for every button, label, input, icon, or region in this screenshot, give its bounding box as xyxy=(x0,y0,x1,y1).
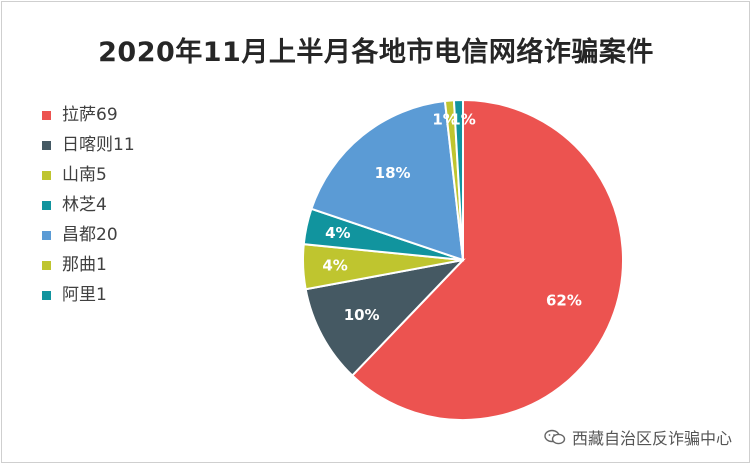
legend-swatch xyxy=(42,171,51,180)
legend-swatch xyxy=(42,111,51,120)
pie-slice-6 xyxy=(452,98,464,261)
legend-label: 那曲1 xyxy=(62,255,107,275)
chart-title: 2020年11月上半月各地市电信网络诈骗案件 xyxy=(98,37,654,68)
pie-slice-0 xyxy=(350,98,624,421)
pie-slice-4 xyxy=(310,99,465,262)
slice-label-1: 10% xyxy=(344,306,380,324)
slice-label-3: 4% xyxy=(325,224,350,242)
slice-label-2: 4% xyxy=(322,256,347,274)
legend-swatch xyxy=(42,261,51,270)
legend-label: 林芝4 xyxy=(62,195,107,215)
slice-label-0: 62% xyxy=(546,292,582,310)
legend-swatch xyxy=(42,231,51,240)
legend-label: 阿里1 xyxy=(62,285,107,305)
watermark: 西藏自治区反诈骗中心 xyxy=(544,425,732,449)
watermark-text: 西藏自治区反诈骗中心 xyxy=(571,429,732,448)
legend-swatch xyxy=(42,141,51,150)
legend-swatch xyxy=(42,291,51,300)
legend-label: 拉萨69 xyxy=(62,105,118,125)
legend-label: 昌都20 xyxy=(62,225,118,245)
legend-label: 山南5 xyxy=(62,165,107,185)
slice-label-4: 18% xyxy=(375,164,411,182)
slice-label-6: 1% xyxy=(450,110,475,128)
pie-slice-1 xyxy=(304,258,466,377)
wechat-icon xyxy=(544,429,566,445)
legend-swatch xyxy=(42,201,51,210)
slice-label-5: 1% xyxy=(432,111,457,129)
legend-label: 日喀则11 xyxy=(62,135,135,155)
